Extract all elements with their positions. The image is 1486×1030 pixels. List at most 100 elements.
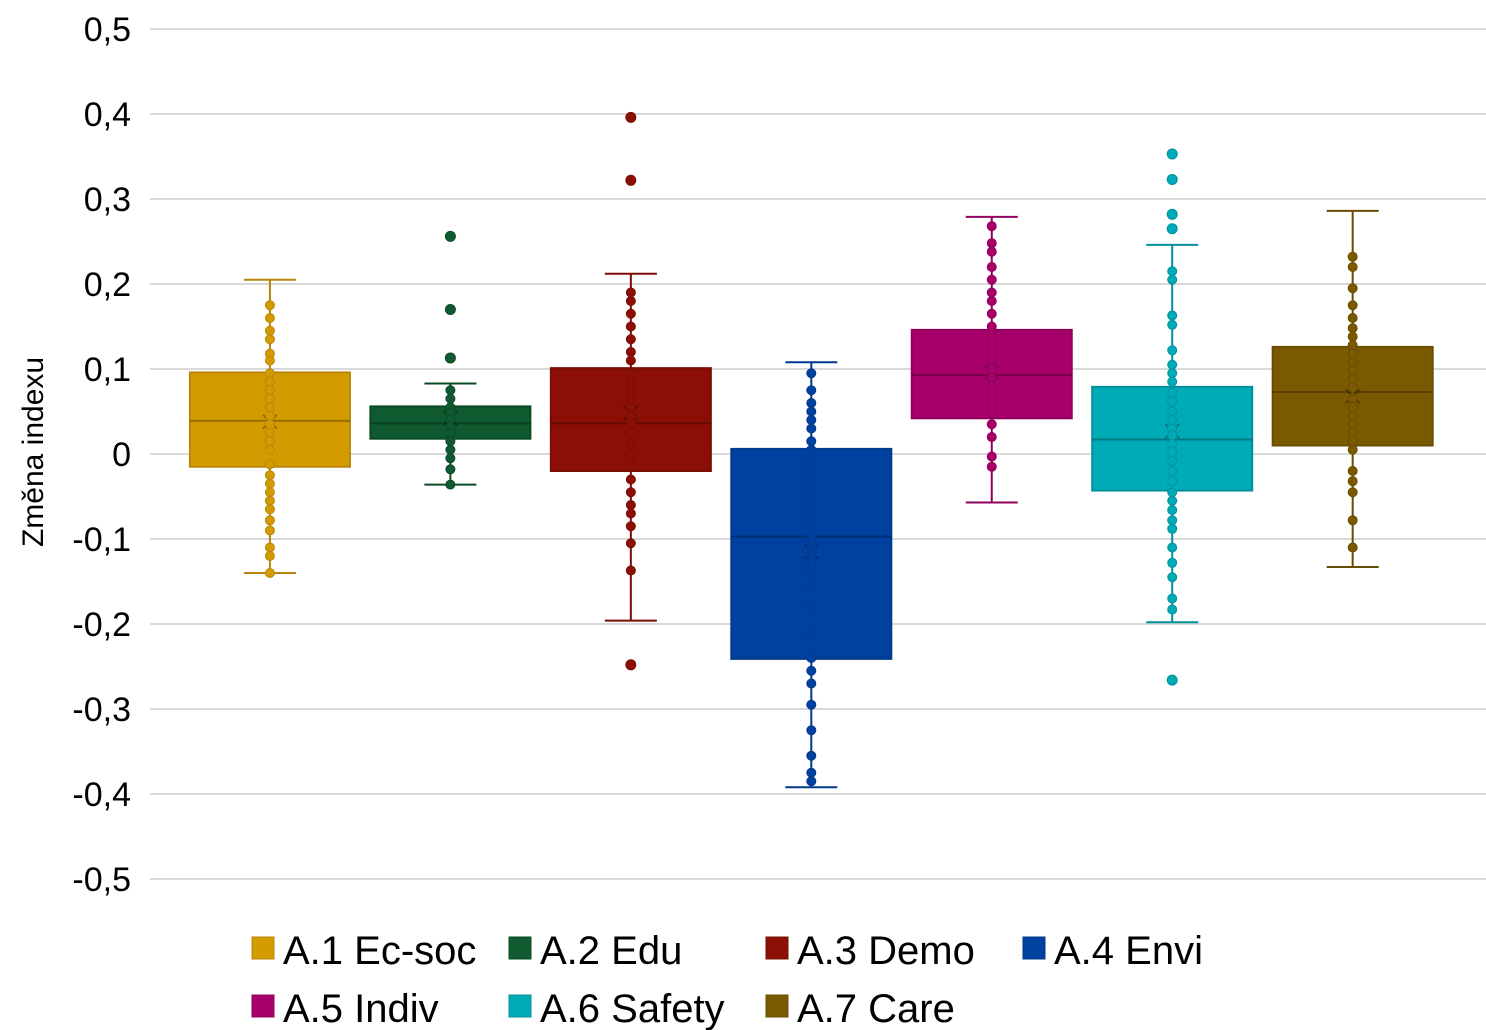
data-point (445, 393, 456, 404)
data-point (1347, 419, 1358, 430)
y-tick-label: -0,3 (72, 691, 131, 729)
data-point (1167, 396, 1178, 407)
box-group (188, 278, 351, 578)
data-point (264, 368, 275, 379)
outlier-point (1166, 223, 1178, 235)
data-point (264, 542, 275, 553)
data-point (806, 474, 817, 485)
data-point (445, 453, 456, 464)
box-group (369, 230, 532, 490)
data-point (264, 419, 275, 430)
data-point (625, 287, 636, 298)
data-point (806, 559, 817, 570)
data-point (1167, 593, 1178, 604)
data-point (625, 474, 636, 485)
data-point (1167, 466, 1178, 476)
data-point (625, 565, 636, 576)
data-point (1347, 444, 1358, 455)
legend-swatch (765, 936, 789, 960)
legend-label: A.3 Demo (797, 929, 975, 973)
data-point (264, 334, 275, 345)
data-point (986, 432, 997, 442)
data-point (1347, 300, 1358, 311)
data-point (445, 479, 456, 490)
data-point (806, 406, 817, 417)
y-tick-label: -0,4 (72, 776, 131, 814)
legend-item: A.7 Care (765, 987, 955, 1030)
data-point (625, 393, 636, 404)
data-point (806, 508, 817, 519)
box-group (1091, 148, 1254, 686)
data-point (445, 444, 456, 455)
data-point (806, 436, 817, 447)
legend-item: A.4 Envi (1022, 929, 1203, 973)
outlier-point (625, 659, 637, 671)
data-point (986, 287, 997, 298)
data-point (264, 515, 275, 526)
data-point (1167, 455, 1178, 466)
data-point (806, 457, 817, 468)
data-point (1347, 436, 1358, 447)
data-point (1347, 487, 1358, 498)
data-point (1347, 283, 1358, 294)
y-tick-label: 0 (112, 436, 131, 474)
data-point (625, 402, 636, 413)
data-point (264, 300, 275, 311)
y-tick-label: 0,4 (84, 96, 131, 134)
data-point (625, 427, 636, 438)
data-point (986, 238, 997, 249)
data-point (1167, 319, 1178, 330)
data-point (625, 449, 636, 459)
data-point (264, 495, 275, 506)
data-point (264, 355, 275, 366)
data-point (1347, 393, 1358, 404)
outlier-point (1166, 208, 1178, 220)
data-point (806, 602, 817, 612)
data-point (1167, 542, 1178, 553)
data-point (1167, 430, 1178, 441)
data-point (986, 221, 997, 232)
data-point (806, 466, 817, 476)
data-point (625, 385, 636, 396)
data-point (1347, 357, 1358, 368)
data-point (1347, 402, 1358, 413)
data-point (986, 451, 997, 462)
data-point (445, 427, 456, 438)
data-point (1167, 447, 1178, 458)
data-point (1167, 604, 1178, 615)
data-point (806, 776, 817, 787)
data-point (806, 521, 817, 532)
legend-label: A.4 Envi (1054, 929, 1203, 973)
data-point (986, 355, 997, 366)
data-point (806, 750, 817, 761)
box-group (730, 361, 893, 789)
legend-label: A.7 Care (797, 987, 955, 1030)
legend-item: A.1 Ec-soc (251, 929, 476, 973)
data-point (1167, 557, 1178, 568)
data-point (806, 725, 817, 736)
data-point (806, 580, 817, 591)
data-point (1167, 487, 1178, 498)
y-tick-label: 0,1 (84, 351, 131, 389)
data-point (264, 436, 275, 447)
data-point (1347, 313, 1358, 323)
data-point (1347, 348, 1358, 359)
data-point (1347, 374, 1358, 385)
data-point (264, 410, 275, 421)
data-point (625, 368, 636, 379)
data-point (1167, 415, 1178, 425)
box-group (1271, 209, 1434, 569)
y-tick-label: 0,2 (84, 266, 131, 304)
data-point (625, 538, 636, 549)
legend-swatch (1022, 936, 1046, 960)
data-point (986, 330, 997, 340)
data-point (806, 368, 817, 379)
data-point (986, 381, 997, 391)
data-point (1347, 331, 1358, 342)
data-point (1167, 523, 1178, 534)
data-point (1347, 323, 1358, 334)
legend-swatch (508, 936, 532, 960)
data-point (625, 461, 636, 472)
data-point (1347, 476, 1358, 487)
y-tick-label: -0,5 (72, 861, 131, 899)
